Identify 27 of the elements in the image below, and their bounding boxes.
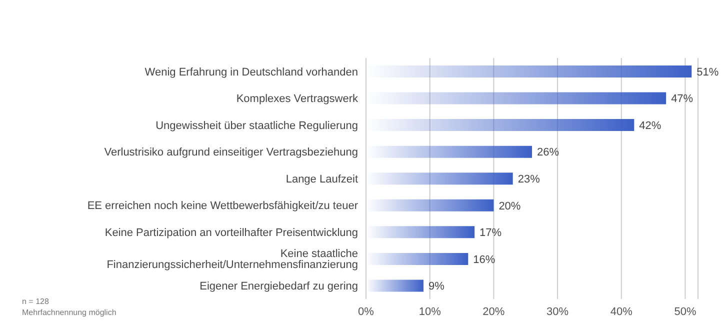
data-label: 47% <box>671 93 694 106</box>
y-tick-label: Lange Laufzeit <box>286 173 358 186</box>
x-tick-label: 50% <box>674 306 696 318</box>
data-label: 16% <box>473 254 496 266</box>
y-tick-label: EE erreichen noch keine Wettbewerbsfähigkeit/zu teuer <box>87 200 358 212</box>
y-tick-label: Keine staatliche Finanzierungssicherheit/Unternehmensfinanzierung <box>106 248 358 272</box>
y-tick-label: Ungewissheit über staatliche Regulierung <box>156 120 358 132</box>
x-tick-label: 40% <box>610 306 633 318</box>
data-label: 20% <box>498 200 521 212</box>
x-tick-label: 0% <box>358 306 374 318</box>
x-tick-label: 10% <box>418 306 442 318</box>
y-tick-label: Komplexes Vertragswerk <box>236 93 358 106</box>
data-label: 17% <box>480 227 502 240</box>
y-tick-label: Wenig Erfahrung in Deutschland vorhanden <box>144 66 358 78</box>
data-label: 9% <box>428 280 445 293</box>
data-label: 26% <box>537 146 560 159</box>
text: Mehrfachnennung möglich <box>22 307 116 318</box>
data-label: 51% <box>696 66 719 78</box>
data-label: 23% <box>518 174 540 186</box>
y-tick-label: Eigener Energiebedarf zu gering <box>200 280 358 293</box>
text: n = 128 <box>22 296 50 307</box>
y-tick-label: Verlustrisiko aufgrund einseitiger Vertragsbeziehung <box>104 146 358 159</box>
data-label: 42% <box>639 120 662 132</box>
y-tick-label: Keine Partizipation an vorteilhafter Preisentwicklung <box>104 226 358 239</box>
x-tick-label: 20% <box>482 306 505 318</box>
bar <box>366 280 424 292</box>
x-tick-label: 30% <box>546 306 569 318</box>
